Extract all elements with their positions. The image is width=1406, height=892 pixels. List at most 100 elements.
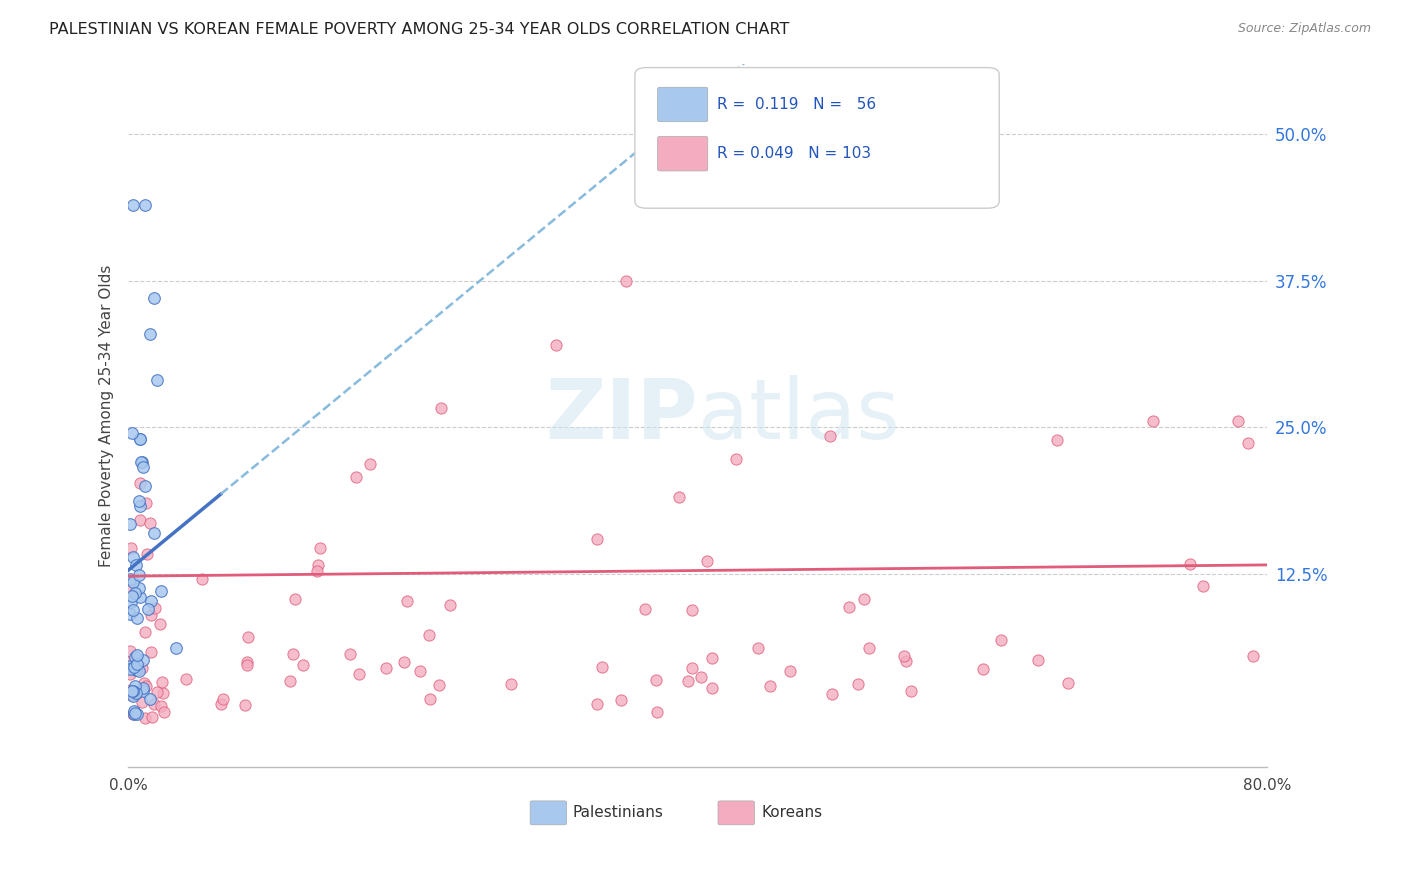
Point bbox=[132, 676, 155, 690]
Point bbox=[124, 679, 146, 693]
Point bbox=[122, 603, 145, 617]
Point bbox=[127, 663, 149, 677]
Text: Koreans: Koreans bbox=[761, 805, 823, 821]
Point bbox=[724, 451, 747, 466]
Point bbox=[375, 661, 398, 675]
Point bbox=[124, 706, 146, 720]
Point bbox=[142, 526, 165, 541]
Point bbox=[191, 572, 214, 586]
Point bbox=[122, 706, 145, 721]
Point bbox=[131, 695, 153, 709]
Point bbox=[131, 455, 153, 469]
Point bbox=[128, 513, 150, 527]
Point bbox=[645, 705, 668, 719]
Point bbox=[359, 457, 381, 471]
Point bbox=[409, 664, 432, 678]
Text: Source: ZipAtlas.com: Source: ZipAtlas.com bbox=[1237, 22, 1371, 36]
Point bbox=[696, 554, 718, 568]
Point bbox=[135, 679, 157, 693]
Point bbox=[139, 692, 162, 706]
Point bbox=[634, 601, 657, 615]
Point bbox=[118, 682, 141, 697]
Point bbox=[614, 274, 637, 288]
Point bbox=[138, 326, 160, 341]
Point bbox=[544, 337, 567, 351]
Point bbox=[121, 684, 143, 698]
Text: atlas: atlas bbox=[697, 376, 900, 456]
Point bbox=[120, 594, 142, 608]
Point bbox=[307, 558, 329, 573]
Point bbox=[150, 584, 173, 599]
Point bbox=[1142, 414, 1164, 428]
Point bbox=[148, 616, 170, 631]
Point bbox=[153, 705, 176, 719]
Point bbox=[893, 648, 915, 663]
Point bbox=[676, 674, 699, 689]
Point bbox=[121, 689, 143, 703]
Point bbox=[139, 516, 162, 531]
FancyBboxPatch shape bbox=[636, 68, 1000, 208]
Point bbox=[120, 688, 142, 702]
Point bbox=[339, 648, 361, 662]
Point bbox=[122, 550, 145, 565]
FancyBboxPatch shape bbox=[530, 801, 567, 825]
Point bbox=[853, 592, 876, 607]
Point bbox=[166, 641, 188, 656]
Point bbox=[1227, 414, 1250, 428]
Point bbox=[283, 591, 305, 606]
Point bbox=[747, 640, 769, 655]
Y-axis label: Female Poverty Among 25-34 Year Olds: Female Poverty Among 25-34 Year Olds bbox=[100, 264, 114, 566]
Text: ZIP: ZIP bbox=[546, 376, 697, 456]
Point bbox=[418, 628, 440, 642]
Point bbox=[128, 665, 150, 679]
Point bbox=[609, 692, 631, 706]
Point bbox=[668, 490, 690, 504]
Point bbox=[139, 645, 162, 659]
Point bbox=[586, 697, 609, 711]
Point bbox=[233, 698, 256, 712]
Point bbox=[127, 648, 149, 662]
Point bbox=[141, 710, 163, 724]
Point bbox=[128, 567, 150, 582]
Point bbox=[124, 585, 146, 599]
Point bbox=[125, 558, 148, 573]
Point bbox=[125, 686, 148, 700]
Point bbox=[146, 685, 169, 699]
Point bbox=[1057, 675, 1080, 690]
Point bbox=[125, 657, 148, 671]
Point bbox=[681, 661, 703, 675]
Point bbox=[236, 630, 259, 644]
Point bbox=[846, 676, 869, 690]
Point bbox=[818, 429, 841, 443]
Point bbox=[121, 574, 143, 589]
Point bbox=[419, 692, 441, 706]
Point bbox=[681, 603, 703, 617]
Point bbox=[1026, 652, 1049, 666]
Point bbox=[591, 660, 613, 674]
Point bbox=[122, 685, 145, 699]
Point bbox=[344, 470, 367, 484]
Point bbox=[838, 599, 860, 614]
Point bbox=[142, 697, 165, 711]
Point bbox=[132, 460, 155, 475]
Text: Palestinians: Palestinians bbox=[572, 805, 664, 821]
Point bbox=[292, 658, 315, 673]
Point bbox=[134, 624, 156, 639]
Point bbox=[141, 607, 163, 622]
Point bbox=[136, 602, 159, 616]
Point bbox=[134, 197, 156, 211]
Point bbox=[122, 683, 145, 698]
Point bbox=[392, 655, 415, 669]
Point bbox=[586, 532, 609, 546]
Point bbox=[278, 673, 301, 688]
Point bbox=[124, 660, 146, 674]
Text: PALESTINIAN VS KOREAN FEMALE POVERTY AMONG 25-34 YEAR OLDS CORRELATION CHART: PALESTINIAN VS KOREAN FEMALE POVERTY AMO… bbox=[49, 22, 790, 37]
Point bbox=[120, 572, 142, 586]
Point bbox=[396, 594, 419, 608]
Point bbox=[212, 691, 235, 706]
Point bbox=[439, 598, 461, 612]
Point bbox=[1046, 433, 1069, 447]
Point bbox=[427, 678, 450, 692]
Point bbox=[122, 704, 145, 718]
Text: R =  0.119   N =   56: R = 0.119 N = 56 bbox=[717, 96, 876, 112]
